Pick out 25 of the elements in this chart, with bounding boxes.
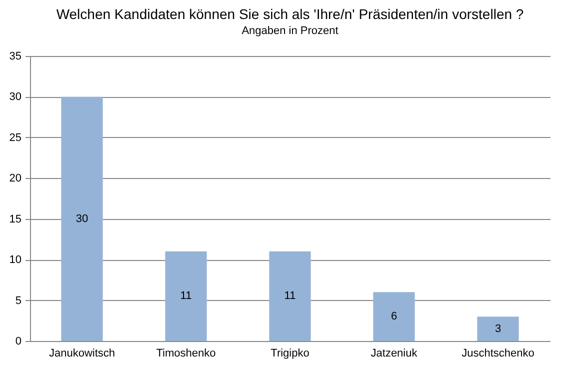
x-tick-label: Janukowitsch	[48, 348, 116, 360]
bar	[373, 292, 415, 341]
y-tick-label: 5	[15, 294, 22, 307]
data-label: 6	[390, 310, 398, 323]
y-tick-label: 15	[9, 213, 22, 226]
y-tick-label: 10	[9, 254, 22, 266]
chart-subtitle: Angaben in Prozent	[242, 25, 338, 37]
bar	[165, 251, 207, 341]
y-tick-label: 35	[9, 50, 22, 62]
x-tick-label: Juschtschenko	[462, 348, 534, 360]
bar	[61, 96, 103, 341]
bar	[269, 251, 311, 341]
data-label: 11	[284, 290, 296, 302]
y-tick-label: 30	[9, 91, 22, 104]
y-tick-label: 25	[9, 132, 22, 144]
y-tick-label: 0	[15, 336, 22, 348]
data-label: 11	[180, 290, 192, 302]
chart-title: Welchen Kandidaten können Sie sich als 'Ihre/n' Präsidenten/in vorstellen ?	[56, 6, 524, 22]
data-label: 3	[494, 322, 502, 335]
y-tick-label: 20	[9, 172, 22, 185]
x-tick-label: Timoshenko	[156, 348, 216, 360]
x-tick-label: Trigipko	[270, 348, 310, 360]
x-tick-label: Jatzeniuk	[370, 348, 418, 360]
data-label: 30	[76, 212, 88, 225]
bar	[477, 316, 519, 341]
